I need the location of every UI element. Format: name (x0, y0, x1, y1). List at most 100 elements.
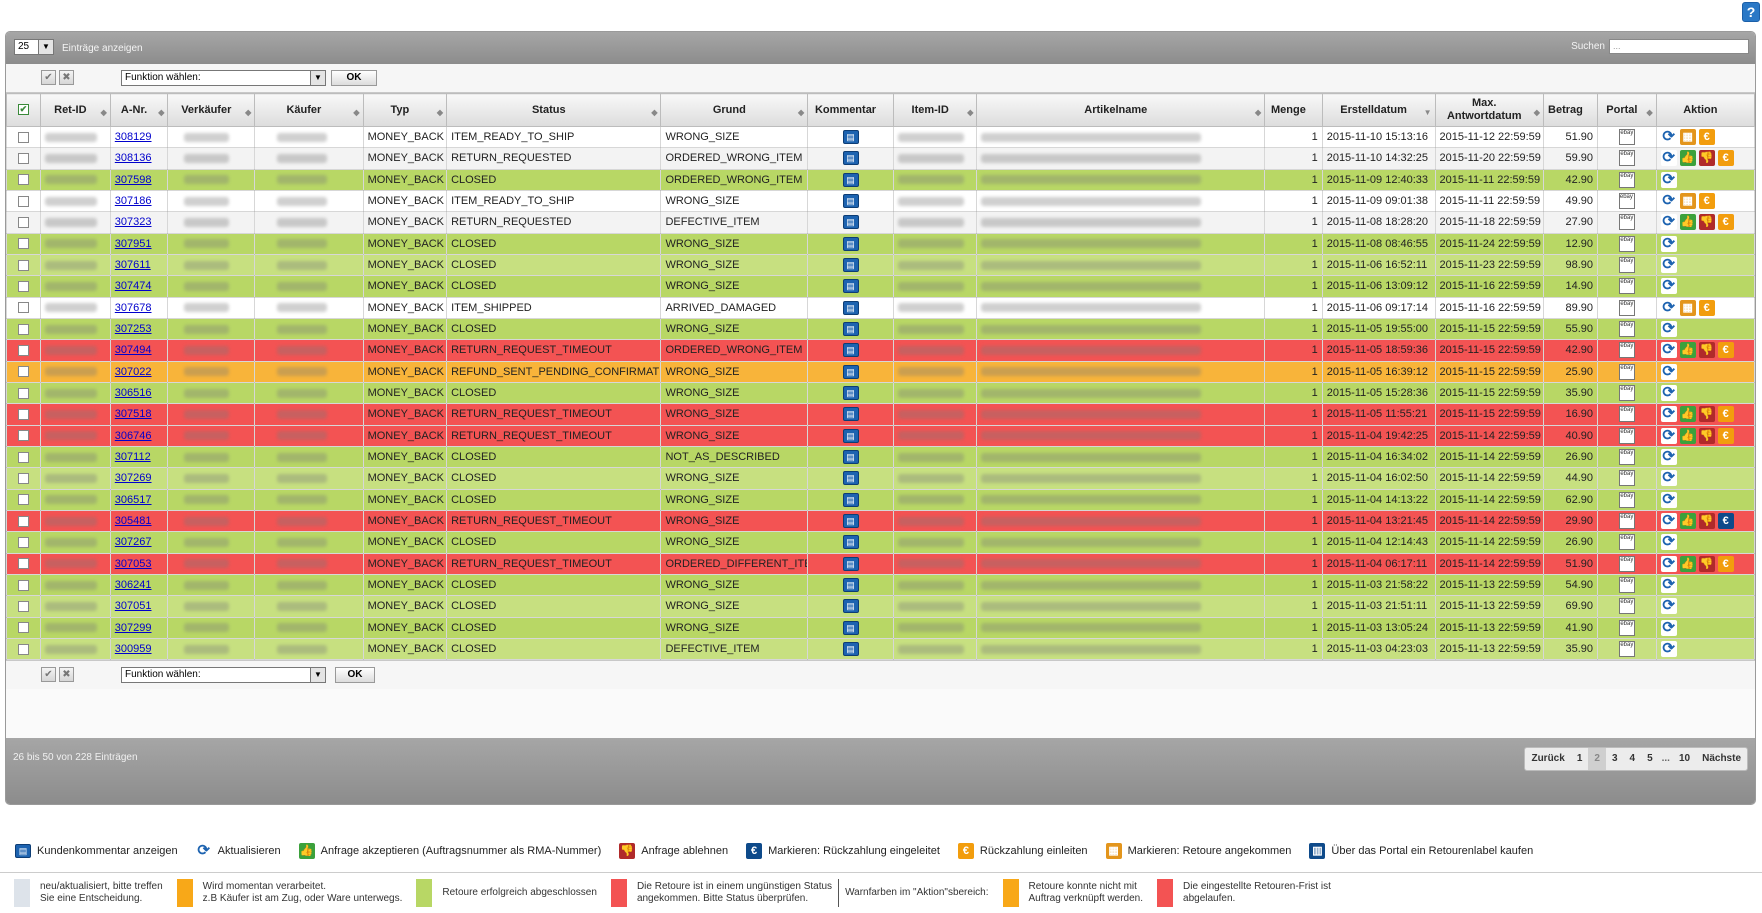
order-number-link[interactable]: 307267 (114, 536, 152, 549)
euro-orange-icon[interactable]: € (1717, 555, 1734, 572)
checkbox[interactable] (17, 515, 29, 527)
thumbs-down-icon[interactable]: 👎 (1698, 150, 1715, 167)
comment-icon[interactable]: ▤ (842, 535, 859, 550)
thumbs-down-icon[interactable]: 👎 (1698, 555, 1715, 572)
thumbs-up-icon[interactable]: 👍 (1679, 555, 1696, 572)
comment-icon[interactable]: ▤ (842, 364, 859, 379)
header-menge[interactable]: Menge (1264, 93, 1323, 127)
refresh-icon[interactable]: ⟳ (1660, 640, 1677, 658)
header-status[interactable]: Status ◆ (446, 93, 662, 127)
row-checkbox[interactable] (6, 616, 41, 639)
comment-icon[interactable]: ▤ (842, 194, 859, 209)
order-number-link[interactable]: 307112 (114, 451, 151, 464)
header-select-all[interactable]: ✔ (6, 93, 41, 127)
order-number-link[interactable]: 307051 (114, 600, 152, 613)
order-number-link[interactable]: 305481 (114, 515, 152, 528)
comment-icon[interactable]: ▤ (842, 578, 859, 593)
order-number-link[interactable]: 307253 (114, 323, 152, 336)
euro-orange-icon[interactable]: € (1717, 427, 1734, 444)
order-number-link[interactable]: 307678 (114, 301, 152, 314)
refresh-icon[interactable]: ⟳ (1660, 170, 1677, 188)
order-number-link[interactable]: 308129 (114, 131, 152, 144)
refresh-icon[interactable]: ⟳ (1660, 533, 1677, 551)
order-number-link[interactable]: 306517 (114, 493, 152, 506)
row-checkbox[interactable] (6, 637, 41, 661)
euro-orange-icon[interactable]: € (1698, 129, 1715, 146)
comment-icon[interactable]: ▤ (842, 322, 859, 337)
order-number-link[interactable]: 307474 (114, 280, 152, 293)
refresh-icon[interactable]: ⟳ (1660, 362, 1677, 380)
order-number-link[interactable]: 306516 (114, 387, 152, 400)
deselect-all-button[interactable]: ✖ (59, 667, 74, 683)
row-checkbox[interactable] (6, 317, 41, 341)
checkbox[interactable] (17, 430, 29, 442)
checkbox[interactable] (17, 153, 29, 165)
order-number-link[interactable]: 307053 (114, 557, 152, 570)
checkbox[interactable] (17, 366, 29, 378)
comment-icon[interactable]: ▤ (842, 492, 859, 507)
comment-icon[interactable]: ▤ (842, 642, 859, 657)
refresh-icon[interactable]: ⟳ (1660, 618, 1677, 636)
row-checkbox[interactable] (6, 211, 41, 234)
row-checkbox[interactable] (6, 253, 41, 277)
checkbox[interactable] (17, 579, 29, 591)
row-checkbox[interactable] (6, 147, 41, 170)
function-select-top[interactable]: Funktion wählen: ▼ (121, 70, 326, 86)
header-max-antwortdatum[interactable]: Max. Antwortdatum ◆ (1434, 93, 1544, 127)
row-checkbox[interactable] (6, 424, 41, 447)
pagination-page-2[interactable]: 2 (1588, 748, 1606, 770)
order-number-link[interactable]: 307951 (114, 237, 152, 250)
box-icon[interactable]: ▦ (1679, 129, 1696, 146)
refresh-icon[interactable]: ⟳ (1660, 469, 1677, 487)
comment-icon[interactable]: ▤ (842, 130, 859, 145)
select-all-check-button[interactable]: ✔ (41, 70, 56, 85)
comment-icon[interactable]: ▤ (842, 556, 859, 571)
refresh-icon[interactable]: ⟳ (1660, 256, 1677, 274)
pagination-page-4[interactable]: 4 (1629, 753, 1636, 764)
header-typ[interactable]: Typ ◆ (362, 93, 448, 127)
comment-icon[interactable]: ▤ (842, 450, 859, 465)
refresh-icon[interactable]: ⟳ (1660, 597, 1677, 615)
header-verk-ufer[interactable]: Verkäufer ◆ (167, 93, 256, 127)
checkbox[interactable] (17, 195, 29, 207)
checkbox[interactable] (17, 131, 29, 143)
thumbs-down-icon[interactable]: 👎 (1698, 214, 1715, 231)
comment-icon[interactable]: ▤ (842, 236, 859, 251)
refresh-icon[interactable]: ⟳ (1660, 298, 1677, 316)
order-number-link[interactable]: 307269 (114, 472, 152, 485)
checkbox[interactable] (17, 217, 29, 229)
deselect-all-button[interactable]: ✖ (59, 70, 74, 85)
pagination-page-1[interactable]: 1 (1576, 753, 1583, 764)
refresh-icon[interactable]: ⟳ (1660, 192, 1677, 210)
refresh-icon[interactable]: ⟳ (1660, 384, 1677, 402)
checkbox[interactable] (17, 174, 29, 186)
header-aktion[interactable]: Aktion (1655, 93, 1755, 127)
checkbox[interactable] (17, 409, 29, 421)
checkbox[interactable] (17, 494, 29, 506)
refresh-icon[interactable]: ⟳ (1660, 426, 1677, 444)
row-checkbox[interactable] (6, 125, 41, 149)
ok-button-bottom[interactable]: OK (335, 667, 375, 684)
header-item-id[interactable]: Item-ID ◆ (892, 93, 978, 127)
comment-icon[interactable]: ▤ (842, 428, 859, 443)
select-all-check-button[interactable]: ✔ (41, 667, 56, 683)
order-number-link[interactable]: 308136 (114, 152, 152, 165)
row-checkbox[interactable] (6, 275, 41, 298)
order-number-link[interactable]: 306241 (114, 579, 152, 592)
refresh-icon[interactable]: ⟳ (1660, 234, 1677, 252)
help-button[interactable]: ? (1742, 2, 1760, 22)
checkbox[interactable] (17, 536, 29, 548)
refresh-icon[interactable]: ⟳ (1660, 576, 1677, 594)
refresh-icon[interactable]: ⟳ (1660, 554, 1677, 572)
thumbs-up-icon[interactable]: 👍 (1679, 342, 1696, 359)
checkbox[interactable] (17, 281, 29, 293)
checkbox[interactable] (17, 345, 29, 357)
checkbox[interactable] (17, 558, 29, 570)
refresh-icon[interactable]: ⟳ (1660, 341, 1677, 359)
header-k-ufer[interactable]: Käufer ◆ (254, 93, 364, 127)
order-number-link[interactable]: 307186 (114, 195, 152, 208)
order-number-link[interactable]: 307598 (114, 173, 152, 186)
thumbs-up-icon[interactable]: 👍 (1679, 150, 1696, 167)
thumbs-up-icon[interactable]: 👍 (1679, 427, 1696, 444)
pagination-page-5[interactable]: 5 (1647, 753, 1653, 764)
